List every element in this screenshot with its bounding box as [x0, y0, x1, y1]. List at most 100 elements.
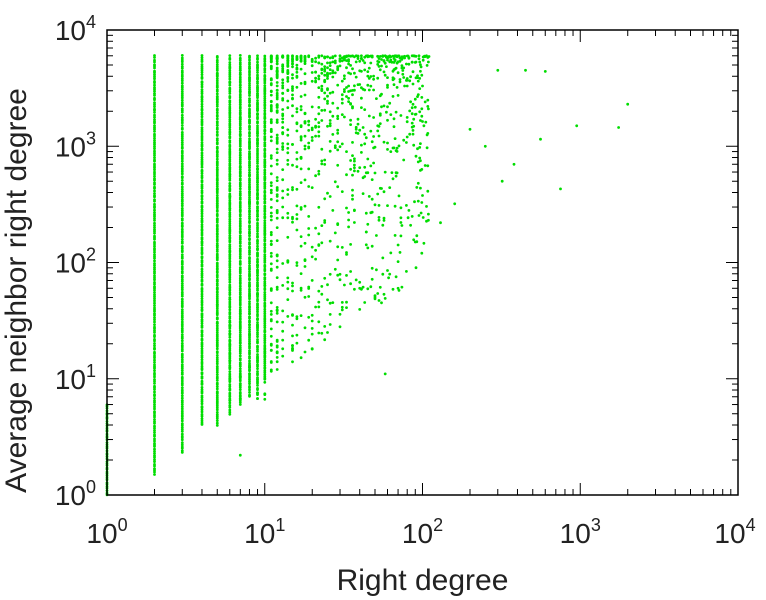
data-point — [414, 76, 418, 80]
data-point — [256, 86, 259, 90]
data-point — [354, 278, 358, 282]
data-point — [275, 106, 279, 109]
data-point — [215, 194, 219, 197]
data-point — [291, 58, 294, 61]
data-point — [299, 59, 303, 63]
data-point — [238, 453, 242, 457]
data-point — [263, 276, 267, 279]
data-point — [392, 117, 396, 121]
data-point — [269, 57, 273, 61]
data-point — [238, 117, 242, 121]
data-point — [256, 176, 259, 180]
data-point — [409, 100, 412, 104]
data-point — [228, 118, 232, 121]
data-point — [200, 174, 204, 178]
data-point — [228, 370, 232, 373]
data-point — [153, 447, 156, 451]
data-point — [269, 348, 273, 352]
data-point — [248, 359, 251, 363]
data-point — [263, 232, 267, 236]
data-point — [153, 384, 156, 388]
data-point — [382, 59, 386, 62]
data-point — [407, 209, 411, 212]
data-point — [248, 361, 251, 365]
data-point — [200, 105, 204, 108]
data-point — [328, 313, 332, 316]
data-point — [263, 189, 267, 193]
data-point — [153, 198, 156, 202]
data-point — [256, 232, 259, 236]
data-point — [349, 102, 352, 106]
data-point — [180, 403, 184, 406]
data-point — [397, 289, 401, 292]
data-point — [263, 124, 267, 128]
data-point — [248, 155, 251, 159]
data-point — [200, 360, 204, 364]
data-point — [248, 302, 251, 306]
data-point — [263, 200, 267, 204]
data-point — [263, 171, 267, 174]
data-point — [215, 228, 219, 232]
data-point — [180, 233, 184, 237]
data-point — [275, 118, 279, 122]
data-point — [238, 174, 242, 178]
data-point — [427, 107, 430, 111]
data-point — [416, 79, 420, 83]
data-point — [390, 171, 394, 175]
data-point — [200, 276, 204, 279]
data-point — [180, 192, 184, 196]
data-point — [286, 188, 290, 192]
data-point — [200, 58, 204, 62]
data-point — [340, 93, 344, 97]
data-point — [263, 91, 267, 95]
data-point — [291, 62, 294, 66]
data-point — [286, 133, 290, 137]
data-point — [420, 96, 424, 99]
data-point — [353, 84, 356, 88]
data-point — [281, 168, 285, 172]
data-point — [369, 164, 373, 168]
data-point — [343, 77, 346, 80]
data-point — [215, 212, 219, 216]
data-point — [215, 385, 219, 388]
data-point — [263, 299, 267, 302]
data-point — [215, 237, 219, 241]
data-point — [153, 80, 156, 83]
data-point — [228, 103, 232, 106]
data-point — [399, 206, 403, 210]
data-point — [248, 382, 251, 385]
data-point — [386, 148, 389, 151]
data-point — [228, 135, 232, 139]
data-point — [323, 73, 327, 77]
data-point — [180, 107, 184, 111]
data-point — [228, 187, 232, 191]
data-point — [256, 71, 259, 74]
data-point — [256, 60, 259, 64]
data-point — [215, 408, 219, 412]
data-point — [238, 284, 242, 288]
data-point — [248, 277, 251, 280]
data-point — [333, 144, 337, 148]
data-point — [383, 297, 387, 300]
data-point — [269, 198, 273, 201]
data-point — [200, 324, 204, 328]
data-point — [180, 445, 184, 449]
data-point — [228, 343, 232, 346]
data-point — [238, 240, 242, 244]
data-point — [347, 100, 350, 103]
data-point — [228, 147, 232, 151]
data-point — [263, 373, 267, 376]
data-point — [320, 119, 324, 122]
data-point — [356, 117, 360, 121]
data-point — [180, 419, 184, 423]
data-point — [281, 148, 285, 151]
data-point — [215, 95, 219, 99]
data-point — [228, 128, 232, 132]
data-point — [338, 64, 342, 68]
data-point — [333, 61, 337, 65]
data-point — [248, 312, 251, 315]
data-point — [389, 55, 393, 59]
data-point — [468, 127, 472, 131]
data-point — [248, 61, 251, 64]
